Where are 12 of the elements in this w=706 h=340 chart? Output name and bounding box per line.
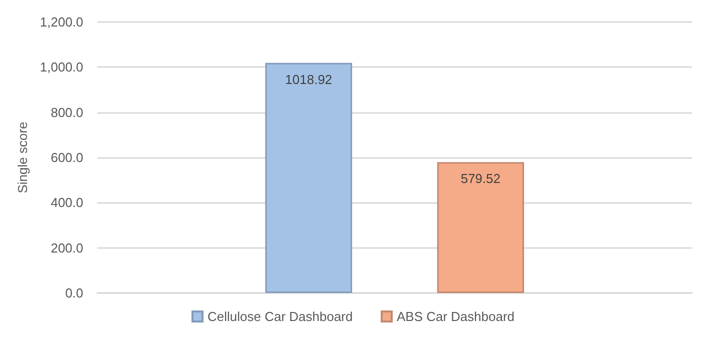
legend-label: Cellulose Car Dashboard (207, 309, 353, 324)
y-tick-label: 0.0 (65, 286, 84, 300)
y-tick-label: 1,000.0 (40, 60, 84, 75)
y-tick-label: 600.0 (50, 150, 84, 165)
y-tick-label: 1,200.0 (40, 14, 84, 30)
y-tick-label: 400.0 (50, 195, 84, 210)
data-label: 579.52 (460, 171, 500, 186)
y-tick-label: 200.0 (50, 240, 84, 256)
legend-label: ABS Car Dashboard (396, 309, 515, 324)
y-tick-label: 800.0 (50, 104, 84, 120)
y-axis-title: Single score (15, 122, 30, 194)
data-label: 1018.92 (285, 72, 332, 87)
